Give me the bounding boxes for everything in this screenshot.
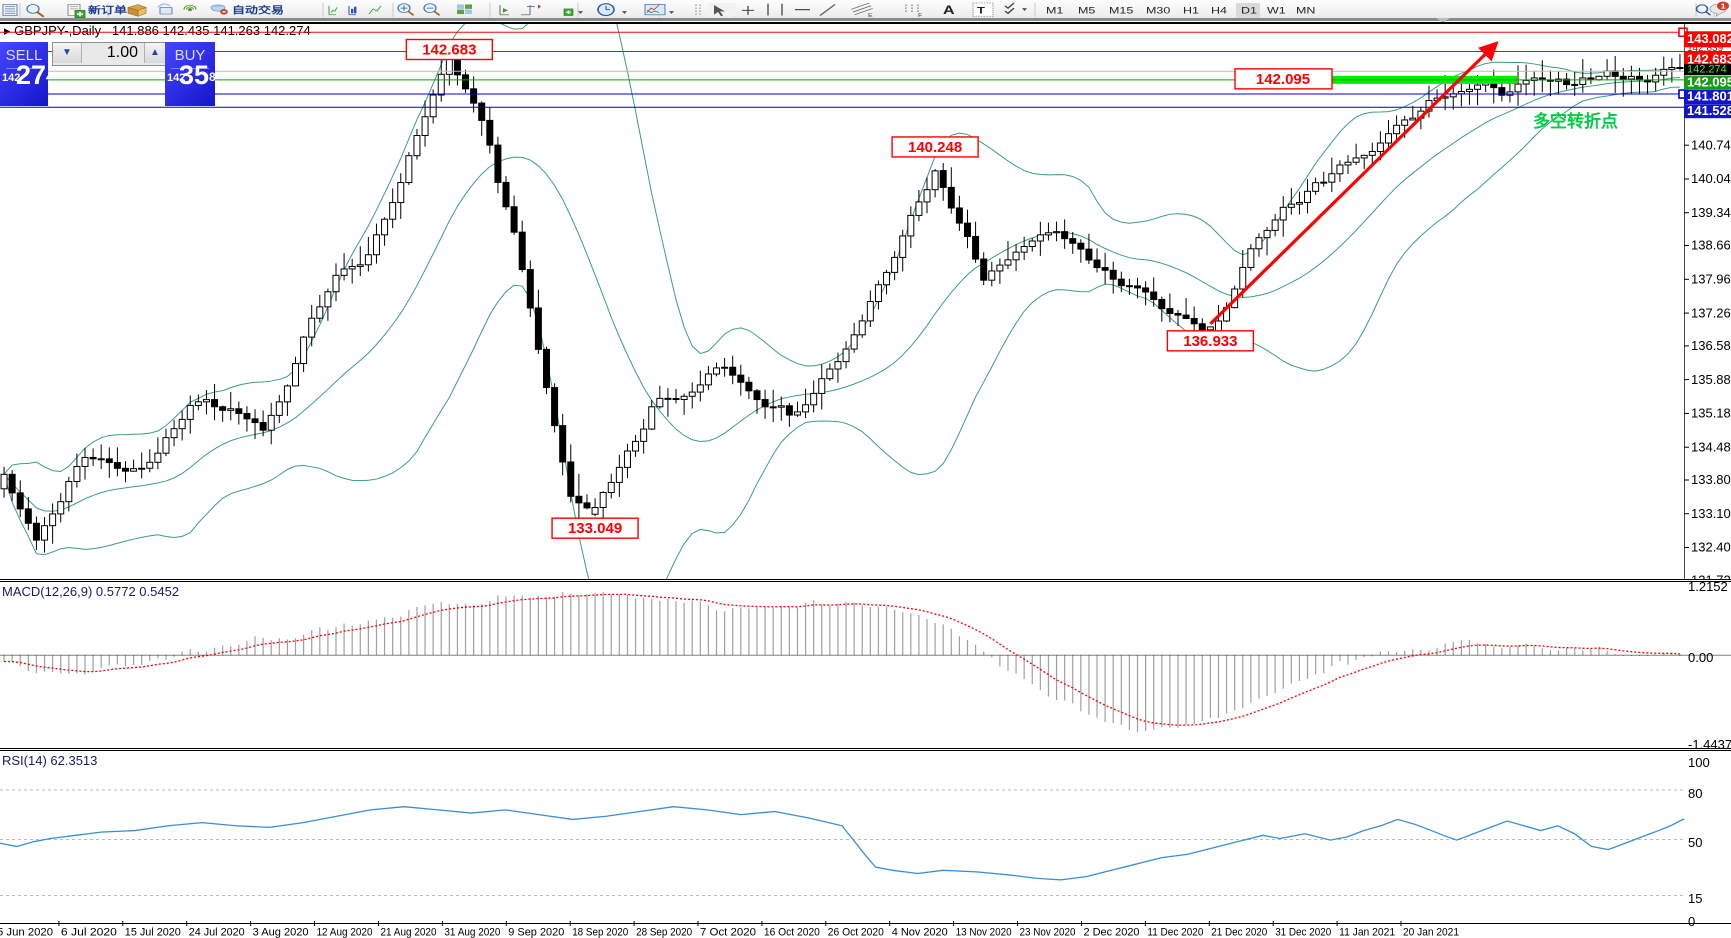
svg-text:18 Sep 2020: 18 Sep 2020 xyxy=(572,927,628,938)
svg-text:▸ GBPJPY-,Daily 141.886 142.: ▸ GBPJPY-,Daily 141.886 142.435 141.263 … xyxy=(4,24,311,38)
svg-text:M15: M15 xyxy=(1109,6,1133,16)
svg-text:134.480: 134.480 xyxy=(1691,439,1731,454)
svg-text:5 Jun 2020: 5 Jun 2020 xyxy=(0,927,53,938)
svg-text:自动交易: 自动交易 xyxy=(232,4,284,16)
svg-text:T: T xyxy=(977,6,985,16)
svg-text:A: A xyxy=(943,3,955,16)
svg-text:28 Sep 2020: 28 Sep 2020 xyxy=(636,927,692,938)
svg-text:6 Jul 2020: 6 Jul 2020 xyxy=(61,927,117,938)
svg-text:141.528: 141.528 xyxy=(1687,103,1731,118)
svg-text:136.580: 136.580 xyxy=(1691,338,1731,353)
svg-text:多空转折点: 多空转折点 xyxy=(1533,111,1618,131)
svg-text:142.095: 142.095 xyxy=(1256,71,1310,88)
svg-text:D1: D1 xyxy=(1241,6,1257,16)
svg-text:15 Jul 2020: 15 Jul 2020 xyxy=(125,927,181,938)
svg-text:16 Oct 2020: 16 Oct 2020 xyxy=(764,927,820,938)
svg-text:1: 1 xyxy=(1721,2,1727,10)
svg-text:135.180: 135.180 xyxy=(1691,406,1731,421)
svg-text:138.660: 138.660 xyxy=(1691,238,1731,253)
svg-text:MN: MN xyxy=(1296,6,1315,16)
svg-text:12 Aug 2020: 12 Aug 2020 xyxy=(317,927,373,938)
svg-text:H4: H4 xyxy=(1211,6,1227,16)
svg-text:31 Dec 2020: 31 Dec 2020 xyxy=(1275,927,1331,938)
svg-text:11 Jan 2021: 11 Jan 2021 xyxy=(1339,927,1395,938)
svg-text:3 Aug 2020: 3 Aug 2020 xyxy=(253,927,309,938)
svg-text:141.801: 141.801 xyxy=(1687,89,1731,104)
svg-text:M30: M30 xyxy=(1146,6,1170,16)
svg-text:13 Nov 2020: 13 Nov 2020 xyxy=(956,927,1012,938)
svg-text:140.040: 140.040 xyxy=(1691,171,1731,186)
svg-text:20 Jan 2021: 20 Jan 2021 xyxy=(1403,927,1459,938)
svg-text:4 Nov 2020: 4 Nov 2020 xyxy=(892,927,948,938)
svg-text:140.740: 140.740 xyxy=(1691,137,1731,152)
svg-text:新订单: 新订单 xyxy=(88,4,128,16)
svg-text:11 Dec 2020: 11 Dec 2020 xyxy=(1147,927,1203,938)
svg-text:9 Sep 2020: 9 Sep 2020 xyxy=(508,927,564,938)
svg-text:133.800: 133.800 xyxy=(1691,472,1731,487)
svg-text:132.400: 132.400 xyxy=(1691,540,1731,555)
svg-text:M5: M5 xyxy=(1078,6,1095,16)
svg-text:2 Dec 2020: 2 Dec 2020 xyxy=(1084,927,1140,938)
svg-text:7 Oct 2020: 7 Oct 2020 xyxy=(700,927,756,938)
svg-text:133.049: 133.049 xyxy=(568,520,622,537)
svg-text:142.683: 142.683 xyxy=(422,41,476,58)
svg-text:H1: H1 xyxy=(1183,6,1199,16)
svg-text:133.100: 133.100 xyxy=(1691,506,1731,521)
svg-text:21 Aug 2020: 21 Aug 2020 xyxy=(381,927,437,938)
svg-text:137.260: 137.260 xyxy=(1691,305,1731,320)
svg-text:137.960: 137.960 xyxy=(1691,272,1731,287)
svg-text:139.340: 139.340 xyxy=(1691,205,1731,220)
svg-text:24 Jul 2020: 24 Jul 2020 xyxy=(189,927,245,938)
svg-text:31 Aug 2020: 31 Aug 2020 xyxy=(444,927,500,938)
svg-text:M1: M1 xyxy=(1046,6,1063,16)
svg-text:23 Nov 2020: 23 Nov 2020 xyxy=(1020,927,1076,938)
svg-text:26 Oct 2020: 26 Oct 2020 xyxy=(828,927,884,938)
svg-text:140.248: 140.248 xyxy=(908,139,962,156)
svg-text:142.095: 142.095 xyxy=(1687,75,1731,90)
svg-text:21 Dec 2020: 21 Dec 2020 xyxy=(1211,927,1267,938)
svg-text:136.933: 136.933 xyxy=(1183,333,1237,350)
svg-text:135.880: 135.880 xyxy=(1691,372,1731,387)
svg-text:W1: W1 xyxy=(1267,6,1286,16)
